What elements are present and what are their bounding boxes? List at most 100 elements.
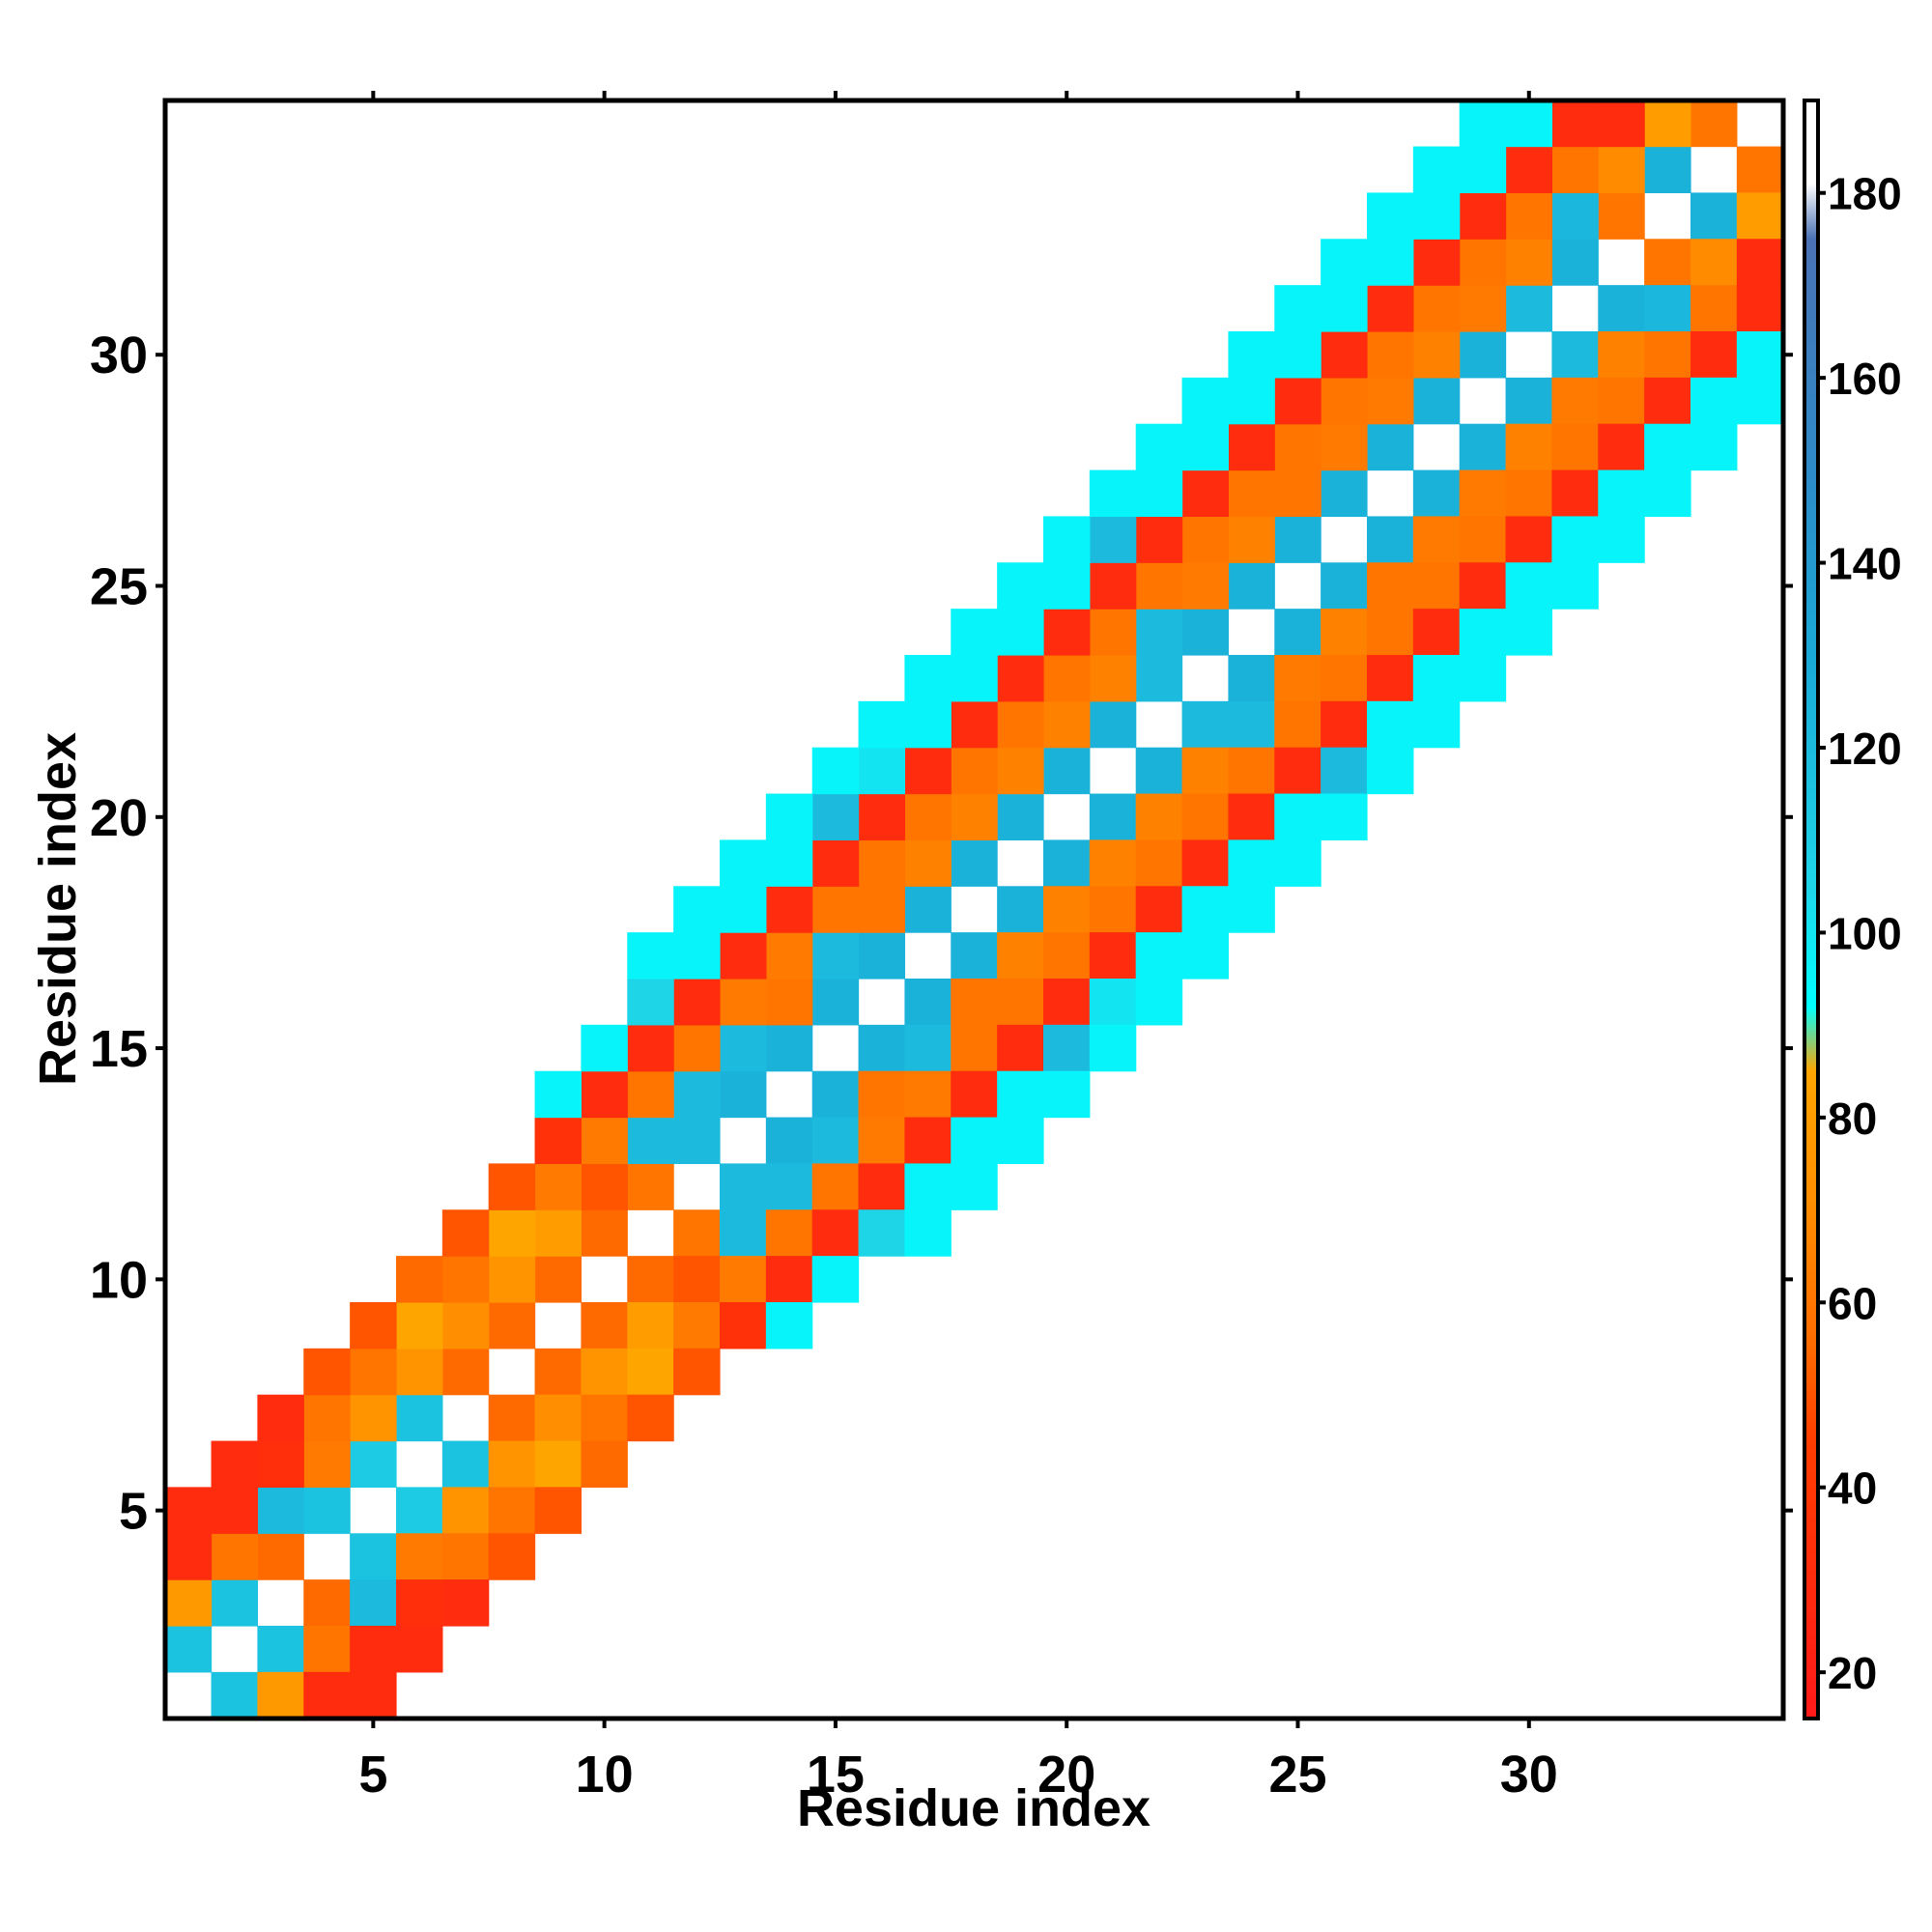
heatmap-cell	[1736, 192, 1784, 240]
heatmap-cell	[1598, 469, 1645, 518]
heatmap-cell	[350, 1301, 397, 1350]
heatmap-cell	[303, 1394, 351, 1442]
heatmap-cell	[1412, 700, 1461, 749]
heatmap-cell	[1459, 516, 1507, 563]
heatmap-cell	[997, 747, 1044, 795]
heatmap-cell	[627, 1117, 674, 1165]
heatmap-cell	[1228, 330, 1275, 379]
heatmap-cell	[395, 1533, 443, 1580]
heatmap-cell	[997, 886, 1044, 933]
heatmap-cell	[257, 1533, 304, 1580]
heatmap-cell	[1042, 700, 1091, 749]
heatmap-cell	[164, 1579, 213, 1627]
heatmap-cell	[1274, 793, 1321, 841]
heatmap-cell	[488, 1301, 536, 1350]
x-tick-label: 15	[807, 1746, 865, 1804]
heatmap-cell	[951, 747, 998, 795]
heatmap-cell	[719, 1256, 767, 1303]
heatmap-cell	[1228, 377, 1275, 425]
heatmap-cell	[811, 1256, 860, 1303]
heatmap-cell	[581, 1394, 628, 1442]
heatmap-cell	[1181, 377, 1230, 425]
heatmap-cell	[1598, 146, 1645, 194]
heatmap-cell	[1598, 99, 1645, 148]
heatmap-cell	[1459, 469, 1507, 518]
heatmap-cell	[1274, 377, 1321, 425]
heatmap-cell	[811, 1117, 860, 1165]
colorbar-gradient	[1803, 99, 1820, 1720]
heatmap-cell	[1135, 609, 1183, 656]
heatmap-cell	[904, 793, 952, 841]
heatmap-cell	[257, 1487, 304, 1534]
heatmap-cell	[211, 1625, 259, 1673]
heatmap-cell	[1089, 886, 1137, 933]
heatmap-cell	[211, 1440, 259, 1489]
heatmap-cell	[904, 654, 952, 702]
heatmap-cell	[1412, 192, 1461, 240]
heatmap-cell	[350, 1440, 397, 1489]
heatmap-cell	[765, 1301, 813, 1350]
heatmap-cell	[1181, 516, 1230, 563]
heatmap-cell	[719, 978, 767, 1026]
heatmap-cell	[1228, 839, 1275, 887]
heatmap-cell	[1321, 654, 1368, 702]
heatmap-cell	[1181, 886, 1230, 933]
heatmap-cell	[1181, 793, 1230, 841]
heatmap-cell	[858, 978, 906, 1026]
heatmap-cell	[1412, 562, 1461, 610]
heatmap-cell	[765, 886, 813, 933]
heatmap-cell	[1366, 469, 1414, 518]
heatmap-cell	[673, 1024, 721, 1072]
heatmap-cell	[1736, 377, 1784, 425]
heatmap-cell	[1135, 839, 1183, 887]
heatmap-cell	[534, 1117, 582, 1165]
heatmap-cell	[1089, 747, 1137, 795]
heatmap-cell	[1505, 609, 1553, 656]
heatmap-cell	[534, 1301, 582, 1350]
heatmap-cell	[811, 839, 860, 887]
heatmap-cell	[1690, 192, 1738, 240]
heatmap-cell	[1321, 562, 1368, 610]
heatmap-cell	[627, 1209, 674, 1257]
heatmap-cell	[488, 1440, 536, 1489]
heatmap-cell	[627, 1163, 674, 1210]
heatmap-cell	[811, 932, 860, 980]
heatmap-cell	[1551, 330, 1599, 379]
heatmap-cell	[534, 1256, 582, 1303]
heatmap-cell	[765, 932, 813, 980]
heatmap-cell	[534, 1209, 582, 1257]
heatmap-cell	[1181, 747, 1230, 795]
heatmap-cell	[488, 1394, 536, 1442]
heatmap-cell	[951, 609, 998, 656]
heatmap-cell	[1598, 285, 1645, 332]
heatmap-cell	[811, 886, 860, 933]
heatmap-cell	[1366, 423, 1414, 471]
heatmap-cell	[1644, 423, 1691, 471]
heatmap-cell	[719, 1070, 767, 1119]
heatmap-cell	[1412, 423, 1461, 471]
heatmap-cell	[673, 1209, 721, 1257]
heatmap-cell	[765, 1117, 813, 1165]
y-tick-label: 25	[90, 558, 148, 616]
heatmap-cell	[858, 839, 906, 887]
heatmap-cell	[765, 1256, 813, 1303]
heatmap-cell	[951, 886, 998, 933]
heatmap-cell	[441, 1256, 490, 1303]
heatmap-cell	[534, 1440, 582, 1489]
heatmap-cell	[765, 1024, 813, 1072]
heatmap-cell	[1690, 285, 1738, 332]
heatmap-cell	[1274, 285, 1321, 332]
heatmap-cell	[395, 1440, 443, 1489]
colorbar-tick-label: 160	[1828, 354, 1902, 404]
heatmap-cell	[1459, 99, 1507, 148]
heatmap-cell	[1366, 285, 1414, 332]
heatmap-cell	[441, 1394, 490, 1442]
heatmap-cell	[1228, 423, 1275, 471]
heatmap-cell	[1412, 239, 1461, 286]
heatmap-cell	[395, 1625, 443, 1673]
heatmap-cell	[997, 793, 1044, 841]
heatmap-cell	[1321, 793, 1368, 841]
heatmap-cell	[1274, 700, 1321, 749]
heatmap-cell	[951, 700, 998, 749]
heatmap-cell	[1321, 285, 1368, 332]
